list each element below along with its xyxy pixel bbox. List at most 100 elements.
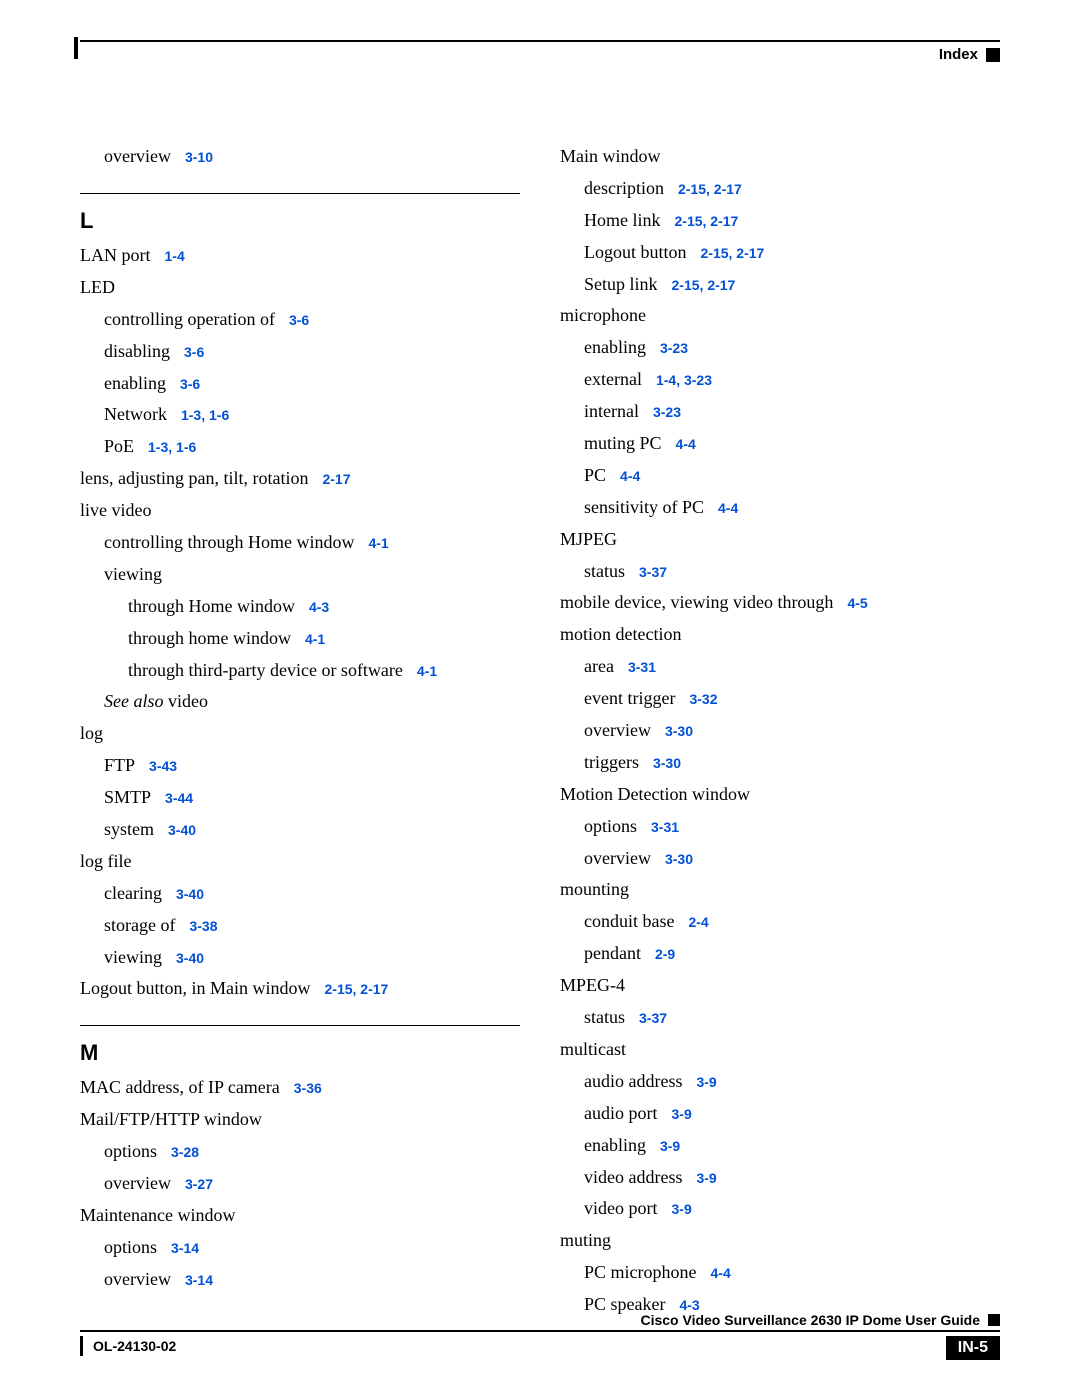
page-ref[interactable]: 3-6 [180,376,200,392]
page-footer: Cisco Video Surveillance 2630 IP Dome Us… [80,1312,1000,1360]
page-ref[interactable]: 2-15, 2-17 [678,181,742,197]
letter-heading-l: L [80,204,520,238]
page-ref[interactable]: 3-38 [189,918,217,934]
page-ref[interactable]: 1-3, 1-6 [181,407,229,423]
index-entry: options3-14 [80,1234,520,1262]
index-entry: overview3-30 [560,717,1000,745]
index-entry: internal3-23 [560,398,1000,426]
index-entry: triggers3-30 [560,749,1000,777]
page-ref[interactable]: 3-9 [660,1138,680,1154]
index-entry: microphone [560,302,1000,330]
page-ref[interactable]: 2-4 [688,914,708,930]
entry-text: FTP [104,755,135,775]
index-entry: Network1-3, 1-6 [80,401,520,429]
index-entry: Main window [560,143,1000,171]
page-ref[interactable]: 4-4 [718,500,738,516]
page-ref[interactable]: 4-1 [368,535,388,551]
entry-text: overview [104,146,171,166]
entry-text: video port [584,1198,658,1218]
index-entry: Motion Detection window [560,781,1000,809]
page-ref[interactable]: 4-1 [305,631,325,647]
page-ref[interactable]: 4-4 [711,1265,731,1281]
entry-text: Logout button [584,242,687,262]
entry-text: controlling through Home window [104,532,354,552]
index-entry: sensitivity of PC 4-4 [560,494,1000,522]
entry-text: SMTP [104,787,151,807]
index-entry: log [80,720,520,748]
index-entry: log file [80,848,520,876]
guide-title: Cisco Video Surveillance 2630 IP Dome Us… [640,1312,980,1328]
section-rule [80,193,520,194]
index-entry: SMTP 3-44 [80,784,520,812]
page-ref[interactable]: 3-9 [672,1201,692,1217]
page-ref[interactable]: 3-23 [660,340,688,356]
page-ref[interactable]: 3-14 [171,1240,199,1256]
entry-text: PC microphone [584,1262,697,1282]
page-ref[interactable]: 3-37 [639,564,667,580]
page-ref[interactable]: 3-9 [672,1106,692,1122]
page-ref[interactable]: 3-40 [176,886,204,902]
page-ref[interactable]: 1-3, 1-6 [148,439,196,455]
entry-text: disabling [104,341,170,361]
page-ref[interactable]: 3-32 [689,691,717,707]
page-ref[interactable]: 4-4 [676,436,696,452]
page-ref[interactable]: 3-9 [696,1170,716,1186]
entry-text: MAC address, of IP camera [80,1077,280,1097]
index-page: Index overview3-10 L LAN port1-4 LED con… [80,40,1000,1360]
page-ref[interactable]: 3-44 [165,790,193,806]
index-entry: mounting [560,876,1000,904]
index-entry: overview 3-14 [80,1266,520,1294]
entry-text: conduit base [584,911,674,931]
page-ref[interactable]: 3-6 [184,344,204,360]
page-ref[interactable]: 3-10 [185,149,213,165]
page-ref[interactable]: 1-4, 3-23 [656,372,712,388]
page-ref[interactable]: 3-9 [696,1074,716,1090]
index-entry: LED [80,274,520,302]
page-ref[interactable]: 3-23 [653,404,681,420]
page-ref[interactable]: 3-30 [665,851,693,867]
page-ref[interactable]: 2-15, 2-17 [672,277,736,293]
index-entry: muting PC4-4 [560,430,1000,458]
index-entry: PoE1-3, 1-6 [80,433,520,461]
page-ref[interactable]: 3-14 [185,1272,213,1288]
page-ref[interactable]: 2-15, 2-17 [701,245,765,261]
index-entry: status3-37 [560,1004,1000,1032]
page-ref[interactable]: 2-17 [322,471,350,487]
entry-text: Setup link [584,274,658,294]
page-ref[interactable]: 2-15, 2-17 [675,213,739,229]
page-ref[interactable]: 3-6 [289,312,309,328]
entry-text: overview [104,1269,171,1289]
index-entry: MAC address, of IP camera 3-36 [80,1074,520,1102]
page-ref[interactable]: 4-4 [620,468,640,484]
page-ref[interactable]: 3-30 [665,723,693,739]
entry-text: storage of [104,915,175,935]
page-ref[interactable]: 3-37 [639,1010,667,1026]
page-ref[interactable]: 1-4 [165,248,185,264]
page-ref[interactable]: 4-1 [417,663,437,679]
vbar-icon [80,1336,83,1356]
page-ref[interactable]: 3-40 [176,950,204,966]
page-ref[interactable]: 3-27 [185,1176,213,1192]
page-ref[interactable]: 3-40 [168,822,196,838]
page-ref[interactable]: 4-3 [679,1297,699,1313]
index-entry: Home link2-15, 2-17 [560,207,1000,235]
entry-text: audio port [584,1103,658,1123]
index-entry: mobile device, viewing video through4-5 [560,589,1000,617]
index-entry: FTP 3-43 [80,752,520,780]
footer-guide-row: Cisco Video Surveillance 2630 IP Dome Us… [80,1312,1000,1328]
page-ref[interactable]: 3-31 [651,819,679,835]
entry-text: controlling operation of [104,309,275,329]
page-ref[interactable]: 4-5 [847,595,867,611]
page-ref[interactable]: 2-9 [655,946,675,962]
page-ref[interactable]: 2-15, 2-17 [325,981,389,997]
page-ref[interactable]: 4-3 [309,599,329,615]
page-ref[interactable]: 3-30 [653,755,681,771]
index-entry: enabling3-9 [560,1132,1000,1160]
index-entry: event trigger3-32 [560,685,1000,713]
page-ref[interactable]: 3-31 [628,659,656,675]
page-ref[interactable]: 3-36 [294,1080,322,1096]
entry-text: sensitivity of PC [584,497,704,517]
page-ref[interactable]: 3-43 [149,758,177,774]
page-ref[interactable]: 3-28 [171,1144,199,1160]
page-header: Index [80,46,1000,63]
